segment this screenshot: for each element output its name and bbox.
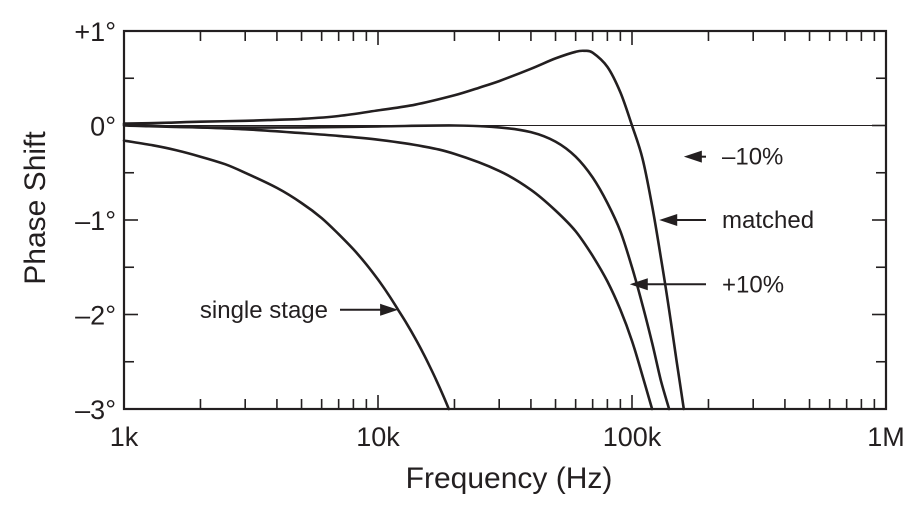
annotation-label-single-stage: single stage [200, 297, 328, 324]
x-tick-label: 1k [110, 422, 139, 452]
axis-ticks [124, 30, 886, 410]
series-line-10 [122, 123, 654, 411]
x-tick-label: 1M [867, 422, 905, 452]
tick-labels: 1k 10k 100k 1M +1° 0° –1° –2° –3° [74, 17, 904, 452]
x-tick-label: 10k [356, 422, 400, 452]
series-line-single-stage [122, 139, 451, 411]
x-tick-label: 100k [603, 422, 662, 452]
y-tick-label: 0° [90, 112, 116, 142]
annotation-arrowhead-10 [629, 278, 648, 291]
series-line-10 [122, 49, 686, 411]
annotation-label-matched: matched [722, 207, 814, 234]
series-lines [122, 49, 686, 411]
annotation-label-10: +10% [722, 271, 784, 298]
annotation-label-10: –10% [722, 144, 783, 171]
x-axis-label: Frequency (Hz) [406, 462, 613, 495]
series-line-matched [122, 124, 671, 411]
y-axis-label: Phase Shift [19, 131, 52, 285]
annotations: –10% matched +10% single stage [200, 144, 814, 324]
y-tick-label: +1° [74, 17, 116, 47]
y-tick-label: –1° [75, 206, 116, 236]
y-tick-label: –2° [75, 301, 116, 331]
annotation-arrowhead-matched [659, 214, 678, 226]
y-tick-label: –3° [75, 395, 116, 425]
annotation-arrowhead-single-stage [380, 303, 399, 316]
annotation-arrowhead-10 [683, 150, 702, 163]
